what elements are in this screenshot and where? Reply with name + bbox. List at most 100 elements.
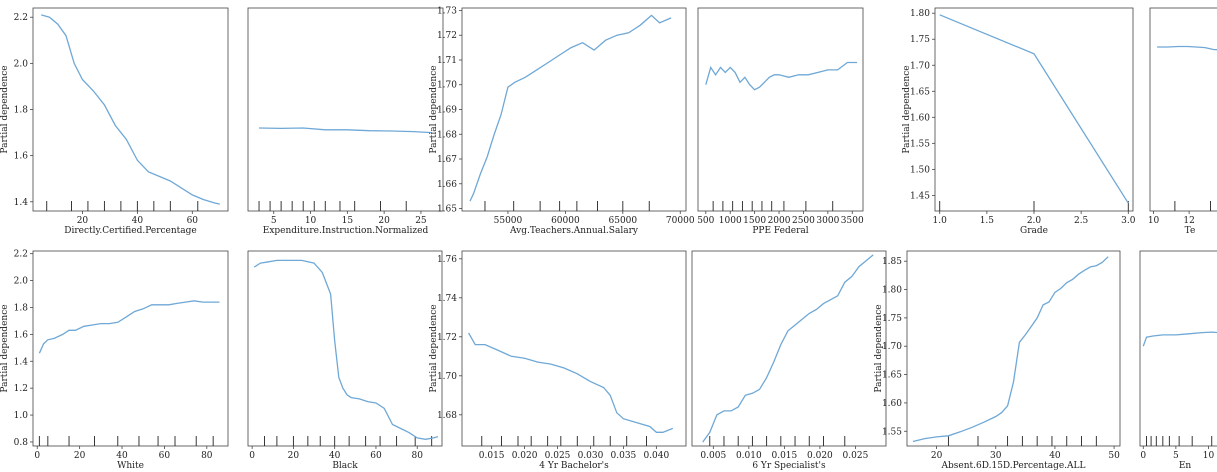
y-axis-label: Partial dependence xyxy=(429,304,439,392)
plot-frame xyxy=(247,250,443,447)
y-tick-label: 1.0 xyxy=(14,411,29,421)
x-tick-label: 60 xyxy=(187,216,199,226)
plot-frame xyxy=(1149,7,1217,212)
x-tick-label: 1.5 xyxy=(980,216,995,226)
y-tick-label: 1.72 xyxy=(437,31,457,41)
x-tick-label: 3000 xyxy=(816,216,839,226)
x-tick-label: 0 xyxy=(1140,451,1146,461)
y-tick-label: 1.76 xyxy=(437,255,457,265)
x-tick-label: 0.020 xyxy=(807,451,833,461)
plot-frame xyxy=(1139,250,1217,447)
x-tick-label: 5 xyxy=(271,216,277,226)
y-tick-label: 1.70 xyxy=(910,61,930,71)
y-tick-label: 1.70 xyxy=(437,372,457,382)
y-tick-label: 1.72 xyxy=(437,333,457,343)
x-tick-label: 1000 xyxy=(719,216,742,226)
x-axis-label: 4 Yr Bachelor's xyxy=(539,461,609,471)
x-tick-label: 20 xyxy=(931,451,943,461)
y-tick-label: 1.69 xyxy=(437,106,457,116)
x-tick-label: 10 xyxy=(305,216,317,226)
x-tick-label: 2.0 xyxy=(1027,216,1042,226)
y-tick-label: 2.0 xyxy=(14,59,29,69)
x-axis-label: PPE Federal xyxy=(752,226,808,236)
x-tick-label: 5 xyxy=(1173,451,1179,461)
y-axis-label: Partial dependence xyxy=(0,65,10,153)
x-tick-label: 3500 xyxy=(841,216,864,226)
x-tick-label: 15 xyxy=(342,216,354,226)
pd-line xyxy=(38,300,220,354)
x-tick-label: 1500 xyxy=(743,216,766,226)
x-tick-label: 20 xyxy=(378,216,390,226)
y-tick-label: 2.0 xyxy=(14,277,29,287)
x-tick-label: 70000 xyxy=(666,216,695,226)
y-tick-label: 1.75 xyxy=(882,314,902,324)
x-tick-label: 0.025 xyxy=(545,451,571,461)
y-tick-label: 1.55 xyxy=(882,427,902,437)
pd-line xyxy=(41,14,220,205)
y-tick-label: 1.80 xyxy=(882,286,902,296)
chart-panel-9: 0.015 0.020 0.025 0.030 0.035 0.040 1.68 1.70 1.… xyxy=(429,250,687,471)
plot-frame xyxy=(461,250,687,447)
y-tick-label: 2.2 xyxy=(14,13,28,23)
x-tick-label: 0 xyxy=(34,451,40,461)
pd-line xyxy=(469,14,672,202)
x-tick-label: 2500 xyxy=(792,216,815,226)
x-tick-label: 80 xyxy=(412,451,424,461)
plot-frame xyxy=(247,7,444,212)
x-tick-label: 30 xyxy=(990,451,1002,461)
x-axis-label: Absent.6D.15D.Percentage.ALL xyxy=(941,461,1086,471)
chart-panel-11: 20 30 40 50 1.55 1.60 1.65 1.70 1.75 1.80 1.85 Abse… xyxy=(874,250,1121,471)
y-tick-label: 1.8 xyxy=(14,106,29,116)
y-tick-label: 1.6 xyxy=(14,152,29,162)
y-tick-label: 0.8 xyxy=(14,438,29,448)
x-tick-label: 0.010 xyxy=(736,451,762,461)
x-tick-label: 0.040 xyxy=(643,451,669,461)
plot-frame xyxy=(691,250,887,447)
x-axis-label: Directly.Certified.Percentage xyxy=(64,226,196,236)
y-tick-label: 1.73 xyxy=(437,6,457,16)
y-tick-label: 1.70 xyxy=(437,81,457,91)
pd-line xyxy=(1157,45,1217,51)
x-tick-label: 25 xyxy=(415,216,427,226)
x-axis-label: 6 Yr Specialist's xyxy=(752,461,826,471)
y-tick-label: 1.2 xyxy=(14,384,28,394)
x-tick-label: 20 xyxy=(74,451,86,461)
plot-frame xyxy=(906,250,1121,447)
y-tick-label: 1.55 xyxy=(910,139,930,149)
y-tick-label: 1.66 xyxy=(437,180,457,190)
y-tick-label: 1.60 xyxy=(882,399,902,409)
x-tick-label: 2.5 xyxy=(1074,216,1089,226)
y-tick-label: 1.68 xyxy=(437,130,457,140)
x-axis-label: Black xyxy=(332,461,358,471)
x-tick-label: 40 xyxy=(1049,451,1061,461)
x-tick-label: 500 xyxy=(697,216,714,226)
y-tick-label: 1.65 xyxy=(882,371,902,381)
x-axis-label: Grade xyxy=(1020,226,1048,236)
x-tick-label: 3.0 xyxy=(1121,216,1136,226)
y-tick-label: 1.50 xyxy=(910,165,930,175)
x-tick-label: 80 xyxy=(201,451,213,461)
x-tick-label: 1.0 xyxy=(933,216,948,226)
y-tick-label: 1.74 xyxy=(437,294,457,304)
y-tick-label: 1.85 xyxy=(882,257,902,267)
y-axis-label: Partial dependence xyxy=(874,304,884,392)
y-tick-label: 1.60 xyxy=(910,113,930,123)
y-tick-label: 1.65 xyxy=(910,87,930,97)
x-tick-label: 40 xyxy=(116,451,128,461)
plot-frame xyxy=(934,7,1134,212)
x-tick-label: 2000 xyxy=(768,216,791,226)
x-tick-label: 60000 xyxy=(551,216,580,226)
chart-panel-7: 0 20 40 60 80 0.8 1.0 1.2 1.4 1.6 1.8 2.0 2.2 White Pa… xyxy=(0,250,229,471)
x-tick-label: 0.005 xyxy=(700,451,726,461)
x-tick-label: 0 xyxy=(249,451,255,461)
chart-panel-12: 0 5 10 En xyxy=(1139,250,1217,471)
y-tick-label: 1.45 xyxy=(910,191,930,201)
chart-panel-2: 5 10 15 20 25Expenditure.Instruction.Normali… xyxy=(247,7,444,236)
x-tick-label: 12 xyxy=(1183,216,1194,226)
pd-line xyxy=(1142,331,1217,347)
plot-frame xyxy=(32,7,229,212)
pd-line xyxy=(468,332,674,433)
chart-panel-1: 20 40 60 1.4 1.6 1.8 2.0 2.2 Directly.Certified.… xyxy=(0,7,229,236)
y-tick-label: 1.75 xyxy=(910,35,930,45)
y-tick-label: 1.80 xyxy=(910,9,930,19)
